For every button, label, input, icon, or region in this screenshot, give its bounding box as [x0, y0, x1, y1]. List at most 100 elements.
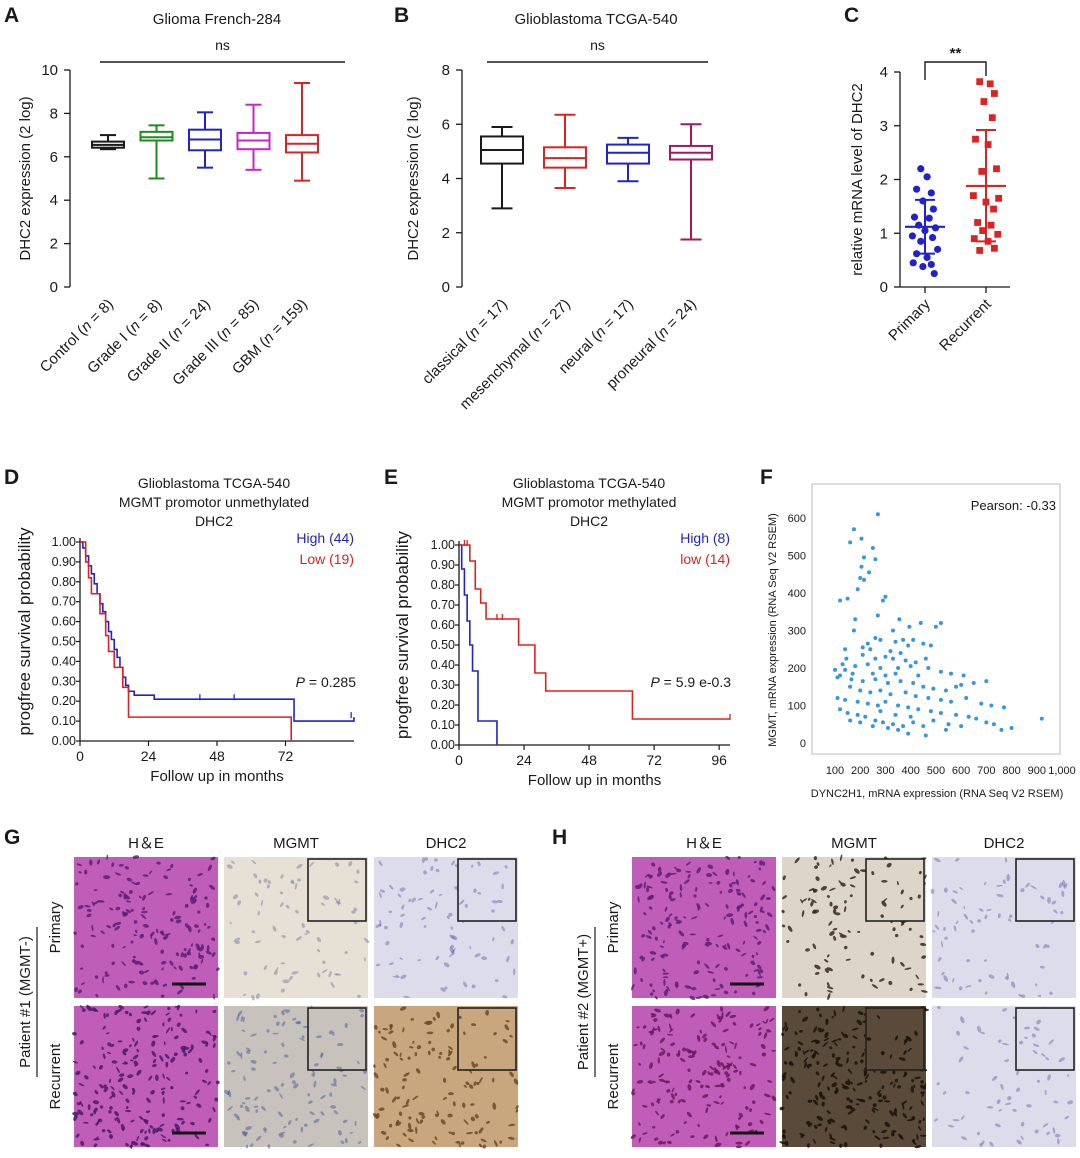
nucleus: [147, 891, 154, 896]
nucleus: [997, 913, 1001, 919]
nucleus: [963, 905, 966, 909]
nucleus: [492, 1077, 495, 1083]
nucleus: [109, 1078, 111, 1084]
nucleus: [378, 860, 383, 867]
nucleus: [702, 1033, 707, 1039]
scatter-point: [844, 656, 849, 661]
nucleus: [1024, 1026, 1030, 1030]
nucleus: [644, 873, 650, 878]
nucleus: [136, 1136, 139, 1142]
nucleus: [295, 909, 299, 914]
nucleus: [337, 1130, 342, 1136]
scatter-point: [858, 576, 863, 580]
nucleus: [843, 906, 847, 913]
y-tick-label: 2: [880, 172, 888, 189]
nucleus: [952, 1119, 960, 1122]
nucleus: [198, 952, 201, 957]
nucleus: [842, 1005, 845, 1013]
y-tick-label: 4: [442, 171, 450, 188]
nucleus: [287, 1120, 292, 1125]
nucleus: [114, 1117, 117, 1122]
nucleus: [397, 893, 402, 898]
scatter-point: [873, 677, 878, 682]
nucleus: [174, 1035, 179, 1040]
nucleus: [408, 898, 412, 903]
nucleus: [716, 1060, 721, 1068]
nucleus: [481, 956, 487, 961]
nucleus: [959, 887, 963, 890]
nucleus: [470, 1023, 477, 1027]
nucleus: [131, 959, 135, 963]
nucleus: [665, 916, 670, 922]
nucleus: [241, 1029, 246, 1032]
nucleus: [749, 1108, 753, 1112]
nucleus: [902, 1113, 908, 1119]
nucleus: [797, 1047, 802, 1051]
data-point-recurrent: [976, 78, 984, 86]
scatter-point: [908, 714, 913, 719]
nucleus: [313, 1063, 319, 1067]
nucleus: [72, 1111, 79, 1116]
nucleus: [1018, 994, 1023, 997]
nucleus: [767, 1080, 773, 1083]
scatter-point: [843, 667, 848, 672]
nucleus: [451, 1131, 455, 1136]
nucleus: [357, 1141, 362, 1145]
nucleus: [477, 891, 482, 895]
scatter-point: [984, 679, 989, 684]
nucleus: [813, 856, 818, 861]
nucleus: [438, 1055, 442, 1059]
nucleus: [304, 1123, 308, 1127]
nucleus: [677, 1099, 681, 1104]
nucleus: [492, 937, 495, 942]
nucleus: [708, 882, 713, 884]
nucleus: [373, 1064, 376, 1068]
nucleus: [1020, 1121, 1025, 1127]
nucleus: [712, 978, 716, 983]
nucleus: [994, 1123, 1001, 1128]
nucleus: [240, 1104, 244, 1108]
nucleus: [450, 926, 454, 930]
nucleus: [733, 871, 735, 877]
nucleus: [827, 1086, 830, 1091]
nucleus: [784, 1026, 789, 1032]
nucleus: [250, 1059, 257, 1064]
data-point-recurrent: [991, 244, 998, 252]
scatter-point: [888, 649, 893, 654]
nucleus: [159, 1123, 165, 1127]
nucleus: [664, 906, 668, 912]
nucleus: [702, 1094, 709, 1099]
nucleus: [434, 858, 438, 862]
scatter-point: [848, 718, 853, 723]
nucleus: [388, 910, 393, 913]
nucleus: [695, 886, 698, 892]
nucleus: [389, 1123, 393, 1128]
nucleus: [668, 913, 673, 917]
nucleus: [291, 971, 299, 975]
nucleus: [996, 893, 1004, 898]
nucleus: [79, 967, 84, 970]
nucleus: [515, 1109, 519, 1113]
nucleus: [474, 953, 481, 958]
nucleus: [737, 856, 741, 859]
nucleus: [779, 1141, 787, 1145]
nucleus: [120, 890, 125, 894]
scatter-point: [966, 714, 971, 719]
nucleus: [289, 1072, 295, 1079]
nucleus: [914, 1076, 921, 1080]
y-tick-label: 0.00: [431, 738, 455, 752]
nucleus: [106, 924, 112, 929]
nucleus: [734, 1042, 737, 1050]
nucleus: [515, 1105, 519, 1110]
nucleus: [1048, 1039, 1054, 1045]
nucleus: [174, 915, 182, 920]
nucleus: [205, 950, 212, 955]
nucleus: [193, 895, 198, 899]
nucleus: [449, 934, 456, 940]
nucleus: [378, 1030, 381, 1034]
nucleus: [804, 1061, 807, 1069]
nucleus: [658, 1073, 664, 1078]
nucleus: [494, 1140, 498, 1147]
nucleus: [328, 1030, 333, 1035]
nucleus: [115, 906, 121, 911]
